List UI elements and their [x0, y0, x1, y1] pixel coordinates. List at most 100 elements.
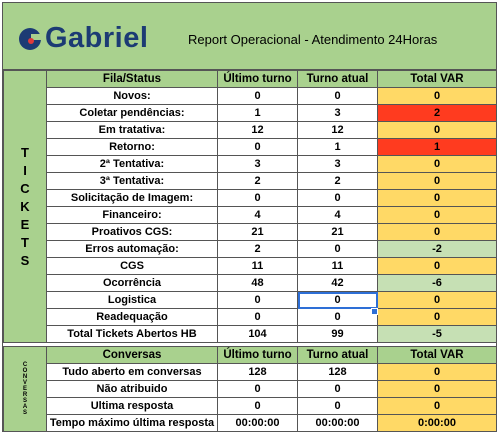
ultimo-turno-cell[interactable]: 0 — [218, 88, 298, 105]
ultimo-turno-cell[interactable]: 0 — [218, 292, 298, 309]
row-label-cell[interactable]: Coletar pendências: — [47, 105, 218, 122]
turno-atual-cell[interactable]: 12 — [298, 122, 378, 139]
total-var-cell[interactable]: -6 — [378, 275, 497, 292]
table-row: CGS 11 11 0 — [4, 258, 497, 275]
turno-atual-cell[interactable]: 0 — [298, 190, 378, 207]
row-label-cell[interactable]: Em tratativa: — [47, 122, 218, 139]
total-var-cell[interactable]: 0 — [378, 381, 497, 398]
column-header[interactable]: Fila/Status — [47, 71, 218, 88]
ultimo-turno-cell[interactable]: 1 — [218, 105, 298, 122]
ultimo-turno-cell[interactable]: 3 — [218, 156, 298, 173]
ultimo-turno-cell[interactable]: 128 — [218, 364, 298, 381]
ultimo-turno-cell[interactable]: 48 — [218, 275, 298, 292]
side-letter: C — [4, 180, 46, 198]
row-label-cell[interactable]: Total Tickets Abertos HB — [47, 326, 218, 343]
turno-atual-cell[interactable]: 128 — [298, 364, 378, 381]
column-header[interactable]: Turno atual — [298, 71, 378, 88]
total-var-cell[interactable]: 0:00:00 — [378, 415, 497, 432]
ultimo-turno-cell[interactable]: 21 — [218, 224, 298, 241]
turno-atual-cell[interactable]: 1 — [298, 139, 378, 156]
turno-atual-cell[interactable]: 3 — [298, 105, 378, 122]
selection-fill-handle[interactable] — [371, 308, 378, 315]
turno-atual-cell[interactable]: 21 — [298, 224, 378, 241]
turno-atual-cell[interactable]: 0 — [298, 241, 378, 258]
table-row: Ocorrência 48 42 -6 — [4, 275, 497, 292]
total-var-cell[interactable]: 0 — [378, 292, 497, 309]
table-row: Não atribuido 0 0 0 — [4, 381, 497, 398]
row-label-cell[interactable]: Logistica — [47, 292, 218, 309]
total-var-cell[interactable]: 0 — [378, 207, 497, 224]
table-row: Erros automação: 2 0 -2 — [4, 241, 497, 258]
row-label-cell[interactable]: Não atribuido — [47, 381, 218, 398]
ultimo-turno-cell[interactable]: 00:00:00 — [218, 415, 298, 432]
ultimo-turno-cell[interactable]: 2 — [218, 173, 298, 190]
total-var-cell[interactable]: 0 — [378, 173, 497, 190]
brand-logo-text: Gabriel — [45, 21, 148, 55]
turno-atual-cell[interactable]: 99 — [298, 326, 378, 343]
row-label-cell[interactable]: Readequação — [47, 309, 218, 326]
total-var-cell[interactable]: 1 — [378, 139, 497, 156]
side-letter: T — [4, 234, 46, 252]
total-var-cell[interactable]: 0 — [378, 309, 497, 326]
row-label-cell[interactable]: Solicitação de Imagem: — [47, 190, 218, 207]
turno-atual-cell[interactable]: 0 — [298, 381, 378, 398]
total-var-cell[interactable]: 0 — [378, 224, 497, 241]
column-header[interactable]: Último turno — [218, 71, 298, 88]
total-var-cell[interactable]: 0 — [378, 156, 497, 173]
row-label-cell[interactable]: Erros automação: — [47, 241, 218, 258]
row-label-cell[interactable]: Tudo aberto em conversas — [47, 364, 218, 381]
table-row: Financeiro: 4 4 0 — [4, 207, 497, 224]
column-header[interactable]: Último turno — [218, 347, 298, 364]
row-label-cell[interactable]: Novos: — [47, 88, 218, 105]
column-header[interactable]: Total VAR — [378, 71, 497, 88]
row-label-cell[interactable]: CGS — [47, 258, 218, 275]
total-var-cell[interactable]: -2 — [378, 241, 497, 258]
row-label-cell[interactable]: Proativos CGS: — [47, 224, 218, 241]
ultimo-turno-cell[interactable]: 4 — [218, 207, 298, 224]
row-label-cell[interactable]: 2ª Tentativa: — [47, 156, 218, 173]
total-var-cell[interactable]: 2 — [378, 105, 497, 122]
ultimo-turno-cell[interactable]: 104 — [218, 326, 298, 343]
table-row: 2ª Tentativa: 3 3 0 — [4, 156, 497, 173]
table-row: Tudo aberto em conversas 128 128 0 — [4, 364, 497, 381]
row-label-cell[interactable]: Tempo máximo última resposta — [47, 415, 218, 432]
turno-atual-cell[interactable]: 0 — [298, 398, 378, 415]
row-label-cell[interactable]: Ultima resposta — [47, 398, 218, 415]
ultimo-turno-cell[interactable]: 2 — [218, 241, 298, 258]
row-label-cell[interactable]: Financeiro: — [47, 207, 218, 224]
row-label-cell[interactable]: Ocorrência — [47, 275, 218, 292]
turno-atual-cell[interactable]: 11 — [298, 258, 378, 275]
total-var-cell[interactable]: 0 — [378, 258, 497, 275]
total-var-cell[interactable]: 0 — [378, 88, 497, 105]
column-header[interactable]: Total VAR — [378, 347, 497, 364]
ultimo-turno-cell[interactable]: 0 — [218, 190, 298, 207]
ultimo-turno-cell[interactable]: 0 — [218, 139, 298, 156]
turno-atual-cell[interactable]: 0 — [298, 309, 378, 326]
table-row: Logistica 0 0 0 — [4, 292, 497, 309]
turno-atual-cell[interactable]: 3 — [298, 156, 378, 173]
row-label-cell[interactable]: 3ª Tentativa: — [47, 173, 218, 190]
gabriel-logo-icon — [19, 28, 41, 50]
column-header[interactable]: Conversas — [47, 347, 218, 364]
ultimo-turno-cell[interactable]: 11 — [218, 258, 298, 275]
ultimo-turno-cell[interactable]: 0 — [218, 398, 298, 415]
turno-atual-cell[interactable]: 0 — [298, 88, 378, 105]
total-var-cell[interactable]: 0 — [378, 398, 497, 415]
turno-atual-cell[interactable]: 42 — [298, 275, 378, 292]
turno-atual-cell[interactable]: 00:00:00 — [298, 415, 378, 432]
turno-atual-cell[interactable]: 0 — [298, 292, 378, 309]
total-var-cell[interactable]: -5 — [378, 326, 497, 343]
conversas-side-label: CONVERSAS — [4, 347, 47, 432]
side-letter: K — [4, 198, 46, 216]
column-header[interactable]: Turno atual — [298, 347, 378, 364]
total-var-cell[interactable]: 0 — [378, 122, 497, 139]
total-var-cell[interactable]: 0 — [378, 364, 497, 381]
turno-atual-cell[interactable]: 2 — [298, 173, 378, 190]
ultimo-turno-cell[interactable]: 12 — [218, 122, 298, 139]
total-var-cell[interactable]: 0 — [378, 190, 497, 207]
ultimo-turno-cell[interactable]: 0 — [218, 309, 298, 326]
turno-atual-cell[interactable]: 4 — [298, 207, 378, 224]
conversas-table: C O N V E R S A S Conversas Último turno Turno atua… — [3, 346, 497, 432]
row-label-cell[interactable]: Retorno: — [47, 139, 218, 156]
ultimo-turno-cell[interactable]: 0 — [218, 381, 298, 398]
